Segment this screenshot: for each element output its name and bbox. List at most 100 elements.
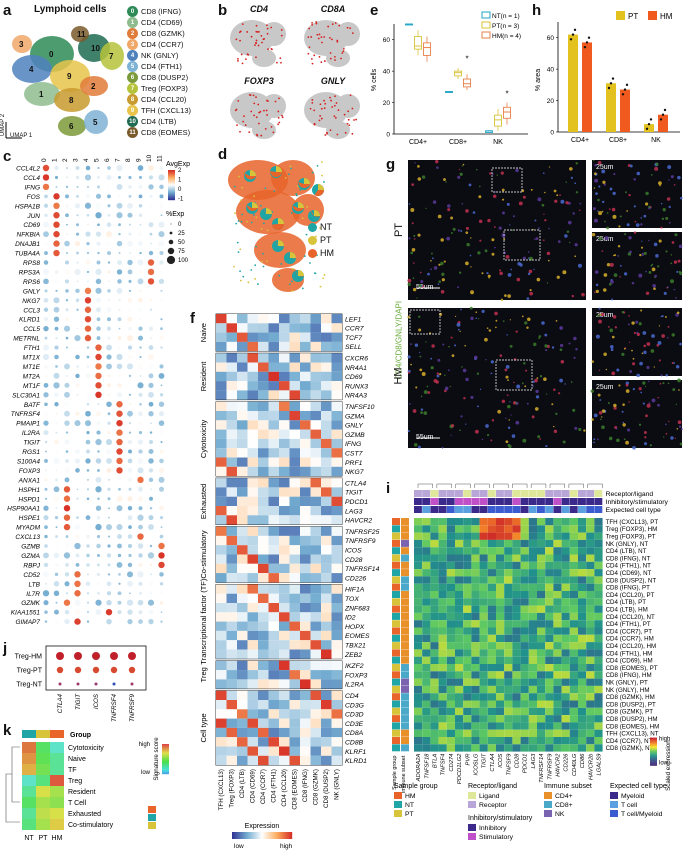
c-legend-pct-tick: 75 (178, 249, 185, 255)
f-legend-gradient (254, 832, 256, 839)
c-dot (106, 581, 112, 587)
micro-cell (595, 283, 599, 287)
i-sample-group-cell (392, 729, 400, 737)
c-dot (149, 488, 153, 491)
i-cell (455, 620, 464, 628)
micro-cell (524, 385, 527, 388)
f-cell (226, 554, 237, 564)
expression-dot (309, 107, 312, 110)
i-cell (430, 554, 439, 562)
umap-cluster-number: 10 (91, 44, 100, 53)
c-dot (44, 440, 48, 444)
micro-cell (484, 337, 488, 342)
d-cell-dot (254, 278, 257, 280)
i-cell (504, 591, 513, 599)
h-legend-label: PT (628, 12, 638, 21)
f-cell (247, 737, 258, 747)
i-cell (446, 649, 455, 657)
f-cell (321, 448, 332, 458)
i-cell (553, 685, 562, 694)
i-cell (528, 525, 537, 533)
i-cell (594, 591, 603, 599)
micro-cell (629, 341, 631, 343)
i-cell (471, 649, 480, 657)
c-dot (160, 611, 163, 613)
micro-cell (671, 333, 675, 337)
micro-cell (601, 200, 605, 204)
i-cell (520, 671, 529, 679)
micro-cell (408, 237, 411, 240)
e-legend-swatch (481, 21, 491, 29)
micro-cell (457, 229, 461, 232)
c-dot (54, 392, 59, 398)
micro-cell (457, 286, 460, 289)
f-gene-label: FOXP3 (345, 672, 368, 679)
expression-dot (257, 103, 260, 106)
i-cell (545, 518, 554, 526)
i-cell (446, 656, 455, 664)
c-gene-label: RGS1 (22, 449, 40, 456)
micro-cell (654, 166, 659, 171)
i-cell (446, 729, 455, 737)
micro-cell (545, 349, 548, 352)
micro-cell (490, 372, 493, 375)
i-cell (553, 576, 562, 584)
micro-cell (505, 375, 509, 379)
micro-cell (674, 233, 678, 237)
f-cell (289, 381, 300, 391)
f-cell (300, 466, 311, 477)
i-row-label: CD8 (IFNG), HM (606, 672, 652, 679)
c-dot (137, 382, 144, 389)
c-dot (127, 618, 133, 625)
f-cell (237, 679, 248, 689)
i-cell (446, 547, 455, 555)
i-legend-item-label: Inhibitory (479, 825, 507, 832)
micro-cell (616, 438, 620, 443)
c-dot (159, 355, 164, 359)
c-dot (106, 599, 112, 606)
micro-cell (500, 298, 504, 302)
f-cell (226, 573, 237, 583)
i-cell (504, 693, 513, 701)
d-cell-dot (284, 177, 287, 179)
d-cell-dot (239, 279, 242, 282)
i-cell (578, 576, 587, 584)
c-dot (108, 507, 110, 510)
micro-cell (629, 164, 633, 168)
c-legend-gradient (168, 186, 175, 188)
feature-umap (304, 20, 360, 67)
c-dot (97, 582, 100, 586)
i-cell (438, 664, 447, 672)
i-annotation-cell (553, 506, 562, 513)
expression-dot (257, 122, 260, 125)
f-cell (237, 411, 248, 421)
micro-cell (534, 238, 536, 240)
c-dot (74, 203, 81, 209)
micro-cell (649, 444, 652, 447)
f-legend-gradient (238, 832, 240, 839)
f-cell (289, 371, 300, 382)
micro-cell (640, 223, 643, 226)
i-cell (487, 554, 496, 562)
i-cell (463, 518, 472, 526)
c-dot (138, 506, 143, 511)
micro-cell (559, 378, 563, 383)
c-dot (137, 335, 144, 341)
i-cell (487, 744, 496, 752)
c-dot (95, 476, 102, 483)
feature-umap (304, 92, 360, 139)
i-cell (463, 569, 472, 577)
i-cell (479, 591, 488, 599)
c-gene-label: TNFRSF4 (11, 411, 41, 418)
i-cell (422, 569, 431, 577)
i-cell (487, 671, 496, 679)
f-cell (331, 563, 342, 574)
i-cell (414, 729, 423, 737)
i-cell (487, 715, 496, 723)
i-cell (520, 605, 529, 613)
i-cell (479, 715, 488, 723)
i-cell (479, 554, 488, 562)
i-cell (438, 569, 447, 577)
micro-cell (663, 436, 665, 438)
